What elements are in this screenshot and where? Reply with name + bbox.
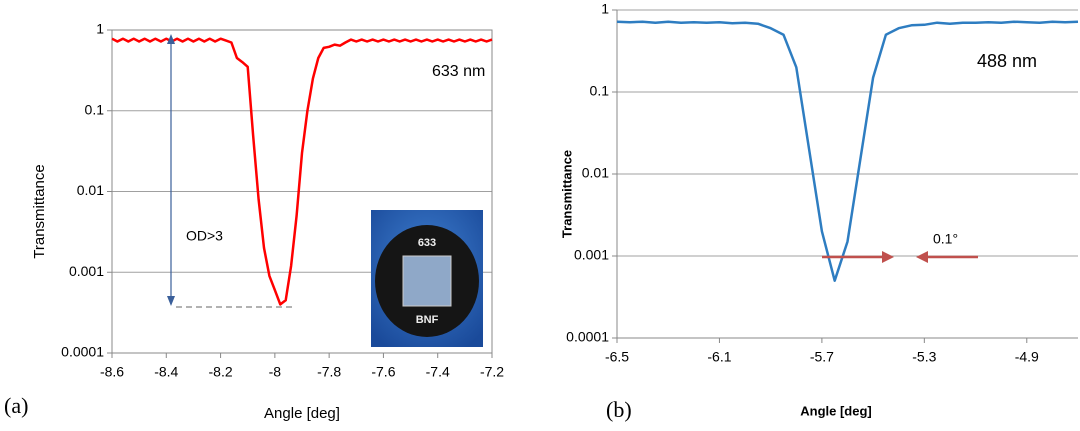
x-tick-label: -8.4	[154, 364, 178, 380]
y-tick-label: 0.001	[574, 247, 609, 263]
x-axis-label: Angle [deg]	[264, 405, 340, 422]
x-tick-label: -5.3	[912, 349, 936, 365]
x-tick-label: -7.4	[426, 364, 450, 380]
inset-label: 633	[418, 237, 436, 249]
x-tick-label: -6.1	[707, 349, 731, 365]
inset-label: BNF	[416, 314, 439, 326]
arrow-head	[167, 296, 175, 306]
inset-filter	[402, 255, 452, 307]
x-tick-label: -6.5	[605, 349, 629, 365]
x-tick-label: -8.6	[100, 364, 124, 380]
x-tick-label: -4.9	[1015, 349, 1039, 365]
x-tick-label: -8	[269, 364, 282, 380]
y-tick-label: 0.01	[582, 165, 609, 181]
y-tick-label: 0.1	[85, 101, 105, 117]
y-tick-label: 1	[601, 1, 609, 17]
x-tick-label: -7.6	[371, 364, 395, 380]
annotation: 0.1°	[933, 231, 958, 247]
annotation: OD>3	[186, 228, 223, 244]
annotation-layer: 488 nm 0.1° (b)	[606, 41, 1080, 422]
y-axis-label: Transmittance	[31, 164, 48, 258]
annotation-box	[968, 41, 1080, 83]
y-axis-label: Transmittance	[559, 150, 574, 238]
arrow-head	[882, 251, 894, 263]
panel-label: (b)	[606, 397, 632, 422]
y-tick-label: 0.0001	[566, 329, 609, 345]
x-tick-label: -7.8	[317, 364, 341, 380]
y-tick-label: 1	[96, 21, 104, 37]
data-line	[111, 37, 493, 306]
annotation: 633 nm	[432, 63, 485, 80]
annotation-layer: 633 BNF 633 nm OD>3 (a)	[4, 34, 485, 418]
arrow-head	[167, 34, 175, 44]
x-tick-label: -5.7	[810, 349, 834, 365]
arrow-head	[916, 251, 928, 263]
y-tick-label: 0.001	[69, 263, 104, 279]
panel-label: (a)	[4, 393, 28, 418]
data-line	[616, 20, 1079, 282]
y-tick-label: 0.0001	[61, 344, 104, 360]
y-tick-label: 0.1	[590, 83, 610, 99]
plot-frame	[111, 29, 493, 354]
y-tick-label: 0.01	[77, 182, 104, 198]
x-tick-label: -7.2	[480, 364, 504, 380]
annotation: 488 nm	[977, 51, 1037, 71]
x-axis-label: Angle [deg]	[800, 403, 872, 418]
x-tick-label: -8.2	[209, 364, 233, 380]
